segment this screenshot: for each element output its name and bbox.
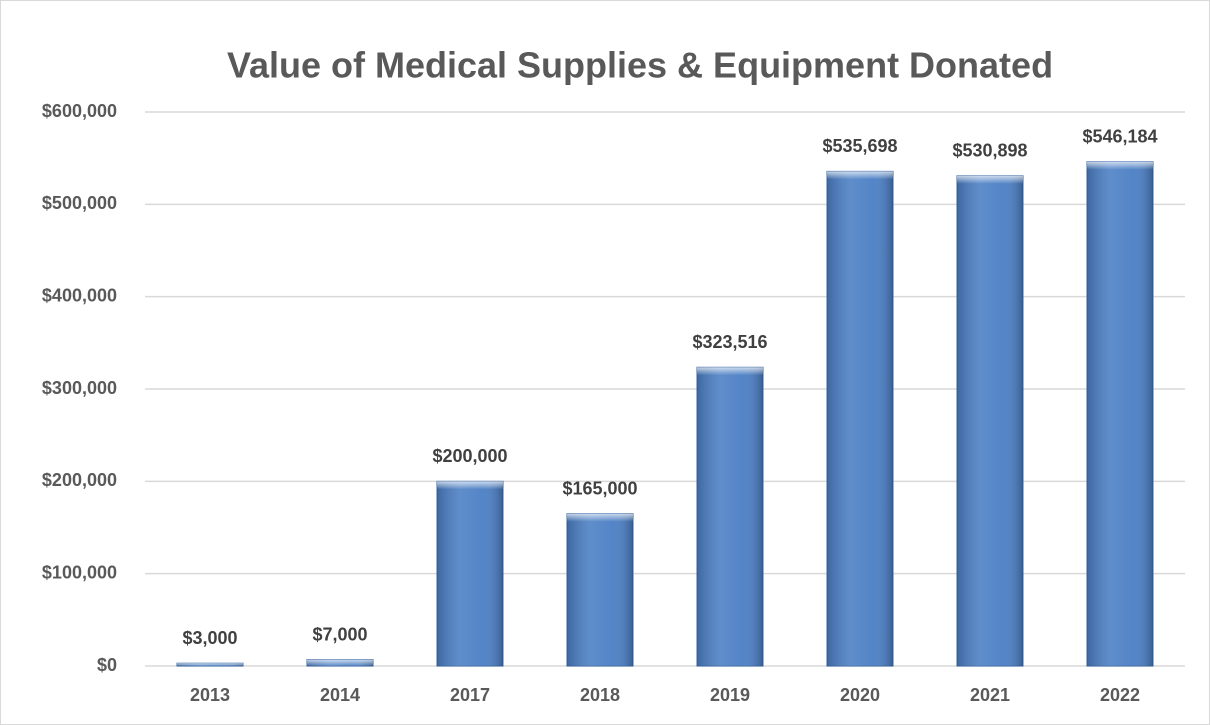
bar-shade (437, 481, 503, 666)
y-tick-label: $400,000 (42, 285, 117, 305)
y-tick-label: $500,000 (42, 193, 117, 213)
bar-cap (177, 663, 243, 666)
x-tick-label: 2014 (320, 685, 360, 705)
value-label: $200,000 (432, 446, 507, 466)
x-tick-label: 2022 (1100, 685, 1140, 705)
y-tick-label: $0 (97, 655, 117, 675)
x-tick-label: 2013 (190, 685, 230, 705)
bar-cap (567, 513, 633, 522)
value-label: $3,000 (182, 628, 237, 648)
bar-shade (567, 513, 633, 666)
value-label: $165,000 (562, 478, 637, 498)
x-tick-label: 2017 (450, 685, 490, 705)
x-tick-label: 2019 (710, 685, 750, 705)
y-tick-label: $300,000 (42, 378, 117, 398)
bar-shade (697, 367, 763, 666)
value-label: $530,898 (952, 141, 1027, 161)
bar-cap (1087, 161, 1153, 170)
chart-title: Value of Medical Supplies & Equipment Do… (227, 45, 1053, 86)
value-label: $323,516 (692, 332, 767, 352)
bar-cap (307, 659, 373, 666)
y-tick-label: $600,000 (42, 101, 117, 121)
x-tick-label: 2018 (580, 685, 620, 705)
value-label: $7,000 (312, 624, 367, 644)
x-tick-label: 2020 (840, 685, 880, 705)
bar-cap (827, 171, 893, 180)
bar-shade (957, 175, 1023, 666)
y-tick-label: $200,000 (42, 470, 117, 490)
bar-cap (697, 367, 763, 376)
bar-cap (437, 481, 503, 490)
bar-shade (1087, 161, 1153, 666)
value-label: $546,184 (1082, 126, 1157, 146)
bar-cap (957, 175, 1023, 184)
value-label: $535,698 (822, 136, 897, 156)
y-tick-label: $100,000 (42, 562, 117, 582)
bar-shade (827, 171, 893, 666)
x-tick-label: 2021 (970, 685, 1010, 705)
